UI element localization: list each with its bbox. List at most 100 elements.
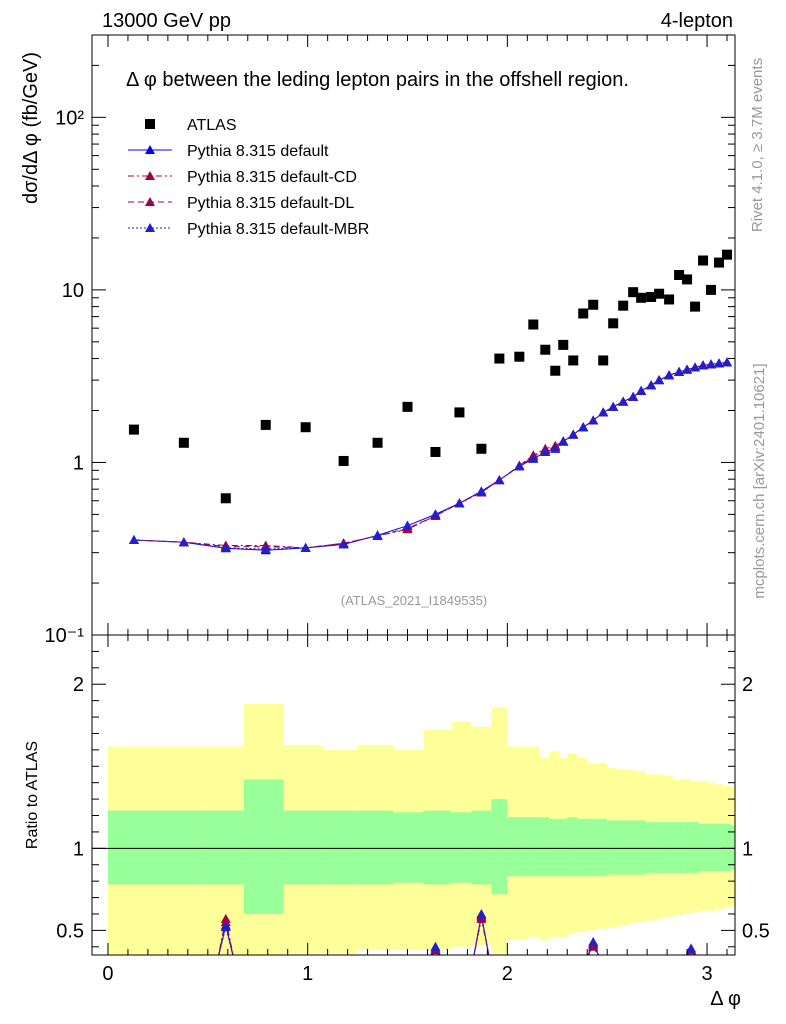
atlas-point <box>698 255 709 266</box>
y-tick-label: 10⁻¹ <box>45 625 85 647</box>
stat-band-bin <box>617 820 628 875</box>
atlas-point <box>646 291 657 302</box>
stat-band-bin <box>393 812 424 883</box>
x-axis-label: Δ φ <box>710 988 741 1010</box>
atlas-point <box>178 437 189 448</box>
x-tick-label: 0 <box>102 963 113 985</box>
stat-band-bin <box>655 822 664 873</box>
atlas-point <box>402 401 413 412</box>
atlas-point <box>372 437 383 448</box>
legend-label-2: Pythia 8.315 default-CD <box>187 169 357 186</box>
legend-label-3: Pythia 8.315 default-DL <box>187 195 354 212</box>
x-tick-label: 2 <box>502 963 513 985</box>
ratio-spike-marker <box>686 943 697 953</box>
stat-band-bin <box>423 810 452 885</box>
atlas-point <box>494 353 505 364</box>
series-point-3 <box>300 542 311 552</box>
ratio-spike-marker <box>220 922 231 932</box>
y-tick-label: 1 <box>73 452 84 474</box>
atlas-point <box>578 308 589 319</box>
legend: ATLAS Pythia 8.315 default Pythia 8.315 de… <box>128 117 369 238</box>
series-point-3 <box>372 530 383 540</box>
series-point-3 <box>338 539 349 549</box>
ratio-spike-marker <box>430 941 441 951</box>
legend-marker-atlas <box>145 119 155 129</box>
series-point-3 <box>514 461 525 471</box>
series-point-3 <box>430 509 441 519</box>
stat-band-bin <box>691 822 700 873</box>
series-point-3 <box>568 429 579 439</box>
atlas-point <box>550 365 561 376</box>
atlas-point <box>220 493 231 504</box>
stat-band-bin <box>627 820 636 875</box>
atlas-point <box>608 318 619 329</box>
atlas-point <box>540 344 551 355</box>
series-point-3 <box>578 422 589 432</box>
stat-band-bin <box>597 818 608 877</box>
series-point-3 <box>588 415 599 425</box>
atlas-point <box>598 355 609 366</box>
ratio-spike-line <box>473 917 490 955</box>
ratio-panel: 0 1 2 3 0.5 0.5 1 1 2 2 Ratio to ATLAS Δ φ <box>24 634 770 1010</box>
series-line-3 <box>133 361 728 550</box>
series-point-3 <box>598 407 609 417</box>
atlas-point <box>528 319 539 330</box>
series-point-3 <box>220 542 231 552</box>
stat-band-bin <box>683 822 692 873</box>
atlas-point <box>514 351 525 362</box>
stat-band-bin <box>587 818 598 877</box>
header-process: 4-lepton <box>661 10 733 32</box>
ratio-y-label: Ratio to ATLAS <box>24 741 41 849</box>
ratio-tick-label-left: 2 <box>73 674 84 696</box>
atlas-point <box>628 287 639 298</box>
stat-band-bin <box>507 817 528 877</box>
series-point-3 <box>178 537 189 547</box>
stat-band-bin <box>567 817 578 877</box>
ratio-tick-label-right: 0.5 <box>742 920 770 942</box>
series-point-3 <box>654 375 665 385</box>
series-point-3 <box>494 475 505 485</box>
series-point-3 <box>128 535 139 545</box>
atlas-point <box>636 292 647 303</box>
y-tick-label: 10 <box>62 280 84 302</box>
atlas-point <box>430 446 441 457</box>
ratio-tick-label-left: 0.5 <box>56 920 84 942</box>
mcplots-credit: mcplots.cern.ch [arXiv:2401.10621] <box>751 363 768 598</box>
stat-band-bin <box>577 818 588 877</box>
series-point-3 <box>454 498 465 508</box>
atlas-point <box>618 300 629 311</box>
atlas-point <box>682 274 693 285</box>
series-point-3 <box>528 453 539 463</box>
atlas-point <box>714 257 725 268</box>
atlas-point <box>338 455 349 466</box>
ratio-tick-label-right: 2 <box>742 674 753 696</box>
stat-band-bin <box>283 810 324 885</box>
ratio-spike-marker <box>476 908 487 918</box>
stat-band-bin <box>715 823 724 872</box>
legend-marker-1 <box>145 145 155 154</box>
stat-band-bin <box>673 822 684 873</box>
stat-band-bin <box>527 817 540 877</box>
x-tick-label: 3 <box>701 963 712 985</box>
series-point-3 <box>722 357 733 367</box>
ratio-spike-line <box>473 913 490 955</box>
stat-band-bin <box>549 818 560 877</box>
main-panel: 10⁻¹ 1 10 10² Δ φ between the leding lepton… <box>20 34 736 647</box>
stat-band-bin <box>723 823 732 872</box>
stat-band-bin <box>707 823 716 872</box>
series-point-3 <box>476 486 487 496</box>
legend-marker-3 <box>145 197 155 206</box>
series-point-3 <box>550 443 561 453</box>
atlas-point <box>128 424 139 435</box>
y-axis-label: dσ/dΔ φ (fb/GeV) <box>20 52 42 204</box>
legend-label-1: Pythia 8.315 default <box>187 143 329 160</box>
rivet-version: Rivet 4.1.0, ≥ 3.7M events <box>749 58 766 232</box>
series-point-3 <box>628 391 639 401</box>
atlas-point <box>654 288 665 299</box>
atlas-point <box>558 339 569 350</box>
series-point-3 <box>618 396 629 406</box>
ratio-spike-marker <box>588 936 599 946</box>
atlas-point <box>664 294 675 305</box>
legend-label-4: Pythia 8.315 default-MBR <box>187 221 369 238</box>
